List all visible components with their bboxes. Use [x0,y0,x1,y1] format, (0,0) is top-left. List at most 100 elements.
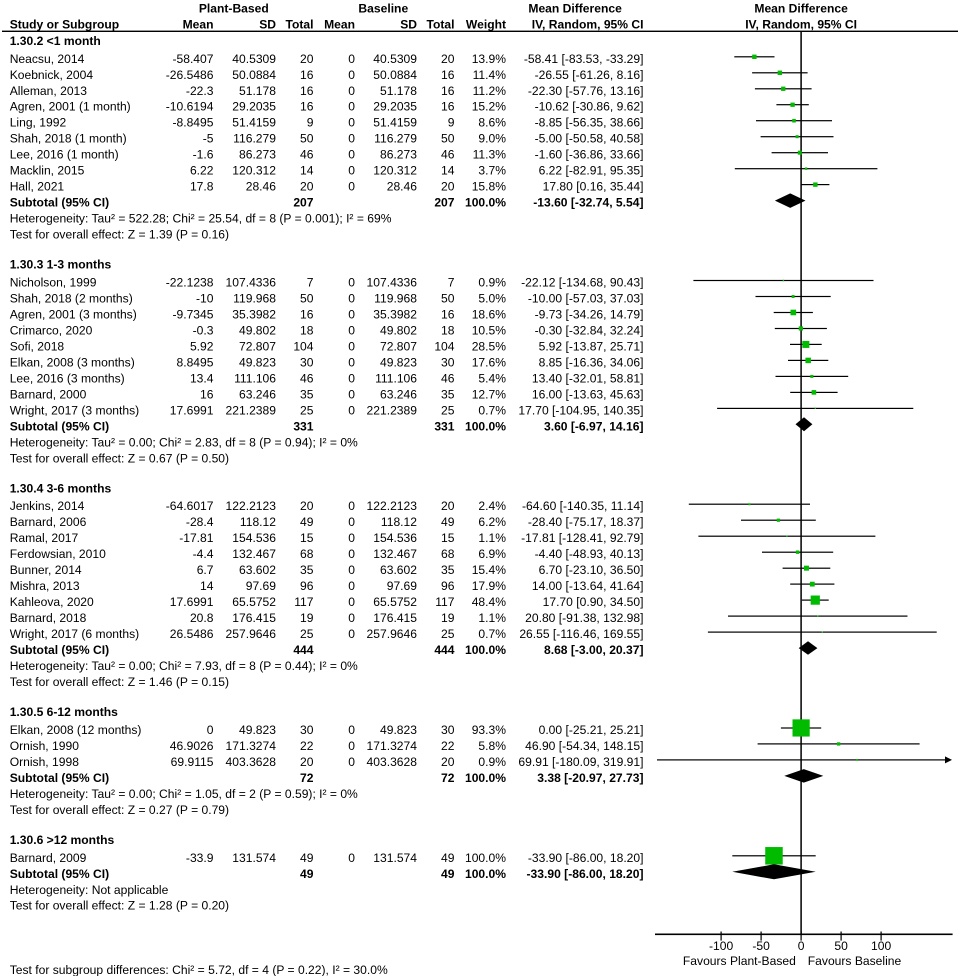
svg-text:0: 0 [798,939,805,953]
svg-text:Wright, 2017 (6 months): Wright, 2017 (6 months) [10,627,140,641]
svg-text:100.0%: 100.0% [465,851,506,865]
svg-text:131.574: 131.574 [373,851,417,865]
svg-text:8.68 [-3.00, 20.37]: 8.68 [-3.00, 20.37] [544,643,644,657]
svg-text:-26.55 [-61.26, 8.16]: -26.55 [-61.26, 8.16] [535,68,644,82]
svg-text:51.178: 51.178 [239,84,276,98]
svg-text:7: 7 [448,276,455,290]
svg-text:0.9%: 0.9% [478,755,506,769]
svg-text:Hall, 2021: Hall, 2021 [10,180,65,194]
svg-text:35: 35 [441,387,455,401]
svg-text:46: 46 [300,148,314,162]
svg-text:331: 331 [293,419,313,433]
svg-text:0: 0 [348,52,355,66]
svg-text:25: 25 [441,627,455,641]
svg-text:7: 7 [307,276,314,290]
svg-text:1.1%: 1.1% [478,611,506,625]
svg-text:0: 0 [348,339,355,353]
svg-text:-26.5486: -26.5486 [166,68,214,82]
svg-text:26.55 [-116.46, 169.55]: 26.55 [-116.46, 169.55] [519,627,643,641]
svg-text:29.2035: 29.2035 [232,100,276,114]
svg-text:25: 25 [300,403,314,417]
svg-text:15: 15 [441,531,455,545]
svg-text:46: 46 [441,371,455,385]
svg-text:30: 30 [441,355,455,369]
svg-text:49: 49 [441,867,455,881]
svg-text:18: 18 [441,323,455,337]
svg-text:Crimarco, 2020: Crimarco, 2020 [10,323,93,337]
svg-text:Plant-Based: Plant-Based [199,1,269,15]
svg-text:29.2035: 29.2035 [373,100,417,114]
svg-text:13.4: 13.4 [190,371,214,385]
svg-text:25: 25 [300,627,314,641]
svg-text:Ferdowsian, 2010: Ferdowsian, 2010 [10,547,106,561]
svg-text:0: 0 [348,611,355,625]
svg-text:35.3982: 35.3982 [373,307,417,321]
svg-text:0: 0 [348,595,355,609]
svg-text:50.0884: 50.0884 [373,68,417,82]
svg-text:221.2389: 221.2389 [226,403,277,417]
svg-text:97.69: 97.69 [387,579,418,593]
svg-text:0: 0 [348,739,355,753]
svg-text:26.5486: 26.5486 [170,627,214,641]
svg-text:50: 50 [300,132,314,146]
svg-text:50: 50 [834,939,848,953]
svg-text:49.823: 49.823 [239,355,276,369]
svg-text:18: 18 [300,323,314,337]
svg-text:72.807: 72.807 [380,339,417,353]
svg-text:20: 20 [441,180,455,194]
svg-text:0: 0 [348,132,355,146]
svg-text:0: 0 [348,116,355,130]
svg-text:1.30.5 6-12 months: 1.30.5 6-12 months [10,705,118,719]
svg-text:Lee, 2016 (3 months): Lee, 2016 (3 months) [10,371,125,385]
svg-text:-10.62 [-30.86, 9.62]: -10.62 [-30.86, 9.62] [535,100,644,114]
svg-text:Mean Difference: Mean Difference [754,1,848,15]
svg-text:11.2%: 11.2% [473,84,507,98]
svg-text:68: 68 [300,547,314,561]
svg-text:132.467: 132.467 [373,547,417,561]
svg-text:50.0884: 50.0884 [232,68,276,82]
svg-text:-58.407: -58.407 [172,52,213,66]
svg-text:104: 104 [434,339,454,353]
svg-text:96: 96 [441,579,455,593]
svg-text:-1.6: -1.6 [193,148,214,162]
svg-text:Elkan, 2008 (3 months): Elkan, 2008 (3 months) [10,355,135,369]
svg-text:IV, Random, 95% CI: IV, Random, 95% CI [745,18,857,32]
svg-text:40.5309: 40.5309 [232,52,276,66]
svg-text:49.823: 49.823 [380,355,417,369]
svg-text:17.70 [-104.95, 140.35]: 17.70 [-104.95, 140.35] [518,403,643,417]
svg-text:15: 15 [300,531,314,545]
svg-text:0: 0 [348,84,355,98]
svg-text:8.8495: 8.8495 [177,355,214,369]
svg-text:72.807: 72.807 [239,339,276,353]
svg-text:14: 14 [441,164,455,178]
svg-text:403.3628: 403.3628 [226,755,277,769]
svg-text:100.0%: 100.0% [465,643,506,657]
svg-text:16: 16 [441,100,455,114]
svg-text:0: 0 [348,180,355,194]
svg-text:5.92 [-13.87, 25.71]: 5.92 [-13.87, 25.71] [539,339,644,353]
svg-text:17.8: 17.8 [190,180,214,194]
svg-text:15.2%: 15.2% [472,100,507,114]
svg-text:100: 100 [871,939,891,953]
svg-text:Heterogeneity: Not applicable: Heterogeneity: Not applicable [10,883,169,897]
svg-text:-5.00 [-50.58, 40.58]: -5.00 [-50.58, 40.58] [535,132,644,146]
svg-text:120.312: 120.312 [232,164,276,178]
svg-text:12.7%: 12.7% [472,387,507,401]
svg-text:Kahleova, 2020: Kahleova, 2020 [10,595,94,609]
svg-text:1.30.6 >12 months: 1.30.6 >12 months [10,833,115,847]
svg-text:0: 0 [348,68,355,82]
svg-text:14: 14 [200,579,214,593]
svg-text:49: 49 [300,851,314,865]
svg-text:Nicholson, 1999: Nicholson, 1999 [10,276,97,290]
svg-text:-33.90 [-86.00, 18.20]: -33.90 [-86.00, 18.20] [527,867,644,881]
svg-text:Weight: Weight [466,18,506,32]
svg-text:51.178: 51.178 [380,84,417,98]
svg-text:0: 0 [348,851,355,865]
svg-text:Alleman, 2013: Alleman, 2013 [10,84,88,98]
svg-text:11.4%: 11.4% [473,68,507,82]
svg-text:403.3628: 403.3628 [367,755,418,769]
svg-text:51.4159: 51.4159 [232,116,276,130]
svg-text:Favours Plant-Based: Favours Plant-Based [683,954,796,968]
svg-text:35: 35 [441,563,455,577]
svg-text:6.9%: 6.9% [478,547,506,561]
